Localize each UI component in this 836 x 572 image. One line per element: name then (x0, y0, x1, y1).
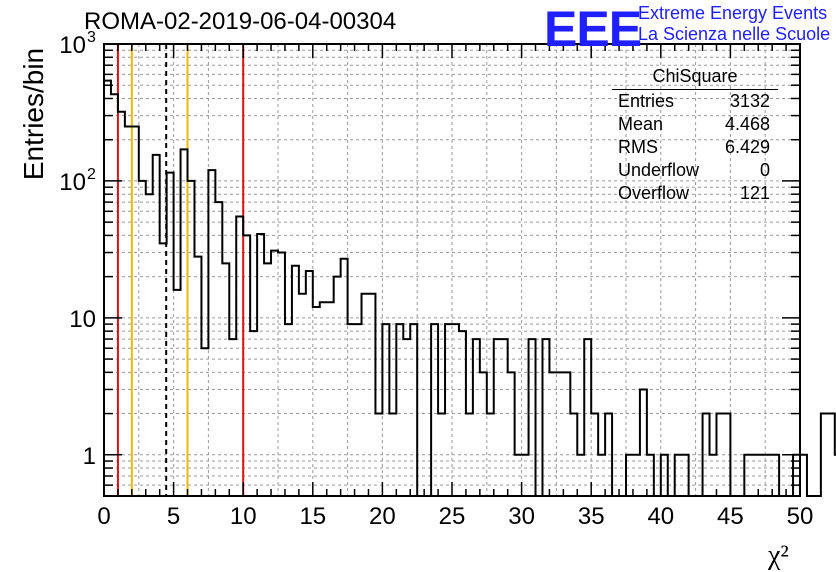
stats-row: Mean 4.468 (612, 113, 778, 136)
stats-label: Underflow (618, 160, 700, 180)
stats-box: ChiSquare Entries 3132 Mean 4.468 RMS 6.429… (612, 66, 778, 205)
y-tick-label: 1 (83, 443, 96, 470)
axis-ticks (103, 44, 801, 497)
x-tick-label: 5 (167, 503, 180, 530)
stats-row: Overflow 121 (612, 182, 778, 205)
eee-logo: EEE (544, 1, 642, 57)
y-tick-exponent: 3 (87, 29, 96, 46)
x-tick-label: 0 (97, 503, 110, 530)
stats-value: 4.468 (724, 114, 770, 134)
x-tick-label: 10 (230, 503, 257, 530)
stats-value: 3132 (729, 91, 770, 111)
y-tick-label: 10 (59, 32, 86, 59)
stats-row: RMS 6.429 (612, 136, 778, 159)
stats-row: Underflow 0 (612, 159, 778, 182)
stats-value: 121 (739, 183, 770, 203)
stats-label: Overflow (618, 183, 690, 203)
x-tick-label: 50 (787, 503, 814, 530)
y-tick-exponent: 2 (87, 166, 96, 183)
chart-title: ROMA-02-2019-06-04-00304 (84, 8, 397, 35)
reference-lines (116, 44, 245, 496)
histogram-series (104, 79, 836, 497)
y-tick-label: 10 (69, 306, 96, 333)
x-axis-label: χ² (768, 540, 789, 571)
stats-label: Mean (618, 114, 664, 134)
y-tick-label: 10 (59, 169, 86, 196)
logo-line-2: La Scienza nelle Scuole (638, 24, 831, 44)
y-axis-label: Entries/bin (18, 47, 49, 181)
stats-label: Entries (618, 91, 675, 111)
logo-line-1: Extreme Energy Events (638, 3, 828, 23)
x-tick-label: 30 (508, 503, 535, 530)
stats-value: 6.429 (724, 137, 770, 157)
x-tick-label: 40 (647, 503, 674, 530)
stats-row: Entries 3132 (612, 90, 778, 113)
x-tick-label: 25 (439, 503, 466, 530)
stats-label: RMS (618, 137, 658, 157)
stats-value: 0 (759, 160, 770, 180)
x-tick-label: 35 (578, 503, 605, 530)
stats-title: ChiSquare (612, 66, 778, 90)
x-tick-label: 15 (299, 503, 326, 530)
x-tick-label: 20 (369, 503, 396, 530)
x-tick-label: 45 (717, 503, 744, 530)
